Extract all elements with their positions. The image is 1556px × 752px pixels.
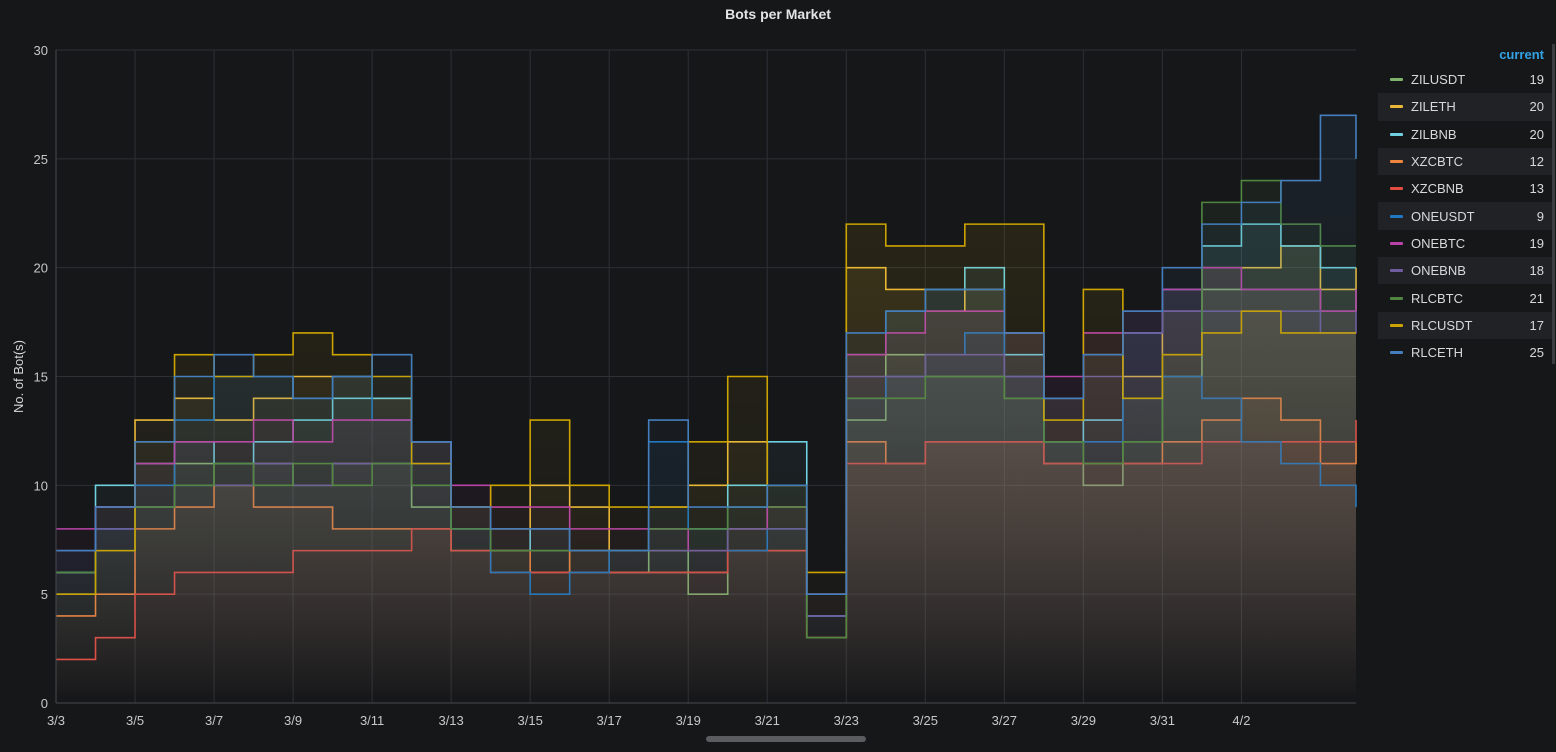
x-tick-label: 3/5 bbox=[126, 713, 144, 728]
x-tick-label: 3/9 bbox=[284, 713, 302, 728]
x-tick-label: 3/31 bbox=[1150, 713, 1175, 728]
legend-current-value: 13 bbox=[1529, 181, 1544, 197]
x-tick-label: 3/25 bbox=[913, 713, 938, 728]
legend-item-zilusdt[interactable]: ZILUSDT 19 bbox=[1378, 66, 1552, 93]
legend-swatch bbox=[1390, 214, 1403, 218]
legend-current-value: 18 bbox=[1529, 263, 1544, 279]
legend: current ZILUSDT 19 ZILETH 20 ZILBNB 20 XZCBTC 1… bbox=[1378, 44, 1552, 366]
x-tick-label: 3/21 bbox=[755, 713, 780, 728]
y-tick-label: 10 bbox=[34, 478, 48, 493]
legend-series-name: ZILETH bbox=[1411, 99, 1456, 115]
y-tick-label: 0 bbox=[41, 696, 48, 711]
legend-current-value: 20 bbox=[1529, 126, 1544, 142]
legend-current-value: 9 bbox=[1536, 208, 1544, 224]
legend-swatch bbox=[1390, 187, 1403, 191]
legend-current-value: 21 bbox=[1529, 290, 1544, 306]
legend-swatch bbox=[1390, 323, 1403, 327]
legend-series-name: ZILUSDT bbox=[1411, 72, 1466, 88]
legend-item-rlceth[interactable]: RLCETH 25 bbox=[1378, 339, 1552, 366]
legend-item-onebnb[interactable]: ONEBNB 18 bbox=[1378, 257, 1552, 285]
legend-series-name: ONEBTC bbox=[1411, 235, 1466, 251]
legend-swatch bbox=[1390, 296, 1403, 300]
legend-item-oneusdt[interactable]: ONEUSDT 9 bbox=[1378, 202, 1552, 230]
legend-item-rlcbtc[interactable]: RLCBTC 21 bbox=[1378, 284, 1552, 311]
legend-current-value: 12 bbox=[1529, 154, 1544, 170]
series-line-rlceth[interactable] bbox=[56, 114, 1357, 595]
x-tick-label: 3/7 bbox=[205, 713, 223, 728]
x-tick-label: 3/15 bbox=[518, 713, 543, 728]
legend-item-rlcusdt[interactable]: RLCUSDT 17 bbox=[1378, 311, 1552, 339]
legend-series-name: RLCBTC bbox=[1411, 290, 1464, 306]
legend-rows: ZILUSDT 19 ZILETH 20 ZILBNB 20 XZCBTC 12 XZCBNB 1… bbox=[1378, 66, 1552, 366]
legend-item-xzcbtc[interactable]: XZCBTC 12 bbox=[1378, 147, 1552, 176]
x-tick-label: 3/27 bbox=[992, 713, 1017, 728]
x-tick-label: 3/19 bbox=[676, 713, 701, 728]
x-tick-label: 3/17 bbox=[597, 713, 622, 728]
legend-swatch bbox=[1390, 132, 1403, 136]
legend-series-name: XZCBNB bbox=[1411, 181, 1464, 197]
legend-swatch bbox=[1390, 78, 1403, 82]
y-tick-label: 25 bbox=[34, 152, 48, 167]
x-tick-label: 3/3 bbox=[47, 713, 65, 728]
x-tick-label: 3/13 bbox=[438, 713, 463, 728]
y-tick-label: 5 bbox=[41, 587, 48, 602]
legend-series-name: ONEUSDT bbox=[1411, 208, 1475, 224]
chart-plot: 0 5 10 15 20 25 30 3/3 3/5 3/7 3/9 3/11 3/13 3/15 3/17… bbox=[11, 43, 1357, 728]
legend-item-zileth[interactable]: ZILETH 20 bbox=[1378, 93, 1552, 121]
legend-item-zilbnb[interactable]: ZILBNB 20 bbox=[1378, 121, 1552, 148]
x-tick-label: 3/23 bbox=[834, 713, 859, 728]
legend-swatch bbox=[1390, 160, 1403, 164]
y-tick-label: 15 bbox=[34, 370, 48, 385]
x-tick-label: 4/2 bbox=[1232, 713, 1250, 728]
legend-header-current[interactable]: current bbox=[1499, 47, 1544, 62]
legend-scrollbar[interactable] bbox=[1552, 44, 1555, 364]
legend-swatch bbox=[1390, 269, 1403, 273]
y-axis-label: No. of Bot(s) bbox=[11, 340, 26, 413]
x-tick-label: 3/11 bbox=[360, 713, 384, 728]
legend-series-name: XZCBTC bbox=[1411, 154, 1463, 170]
legend-current-value: 25 bbox=[1529, 345, 1544, 361]
legend-item-xzcbnb[interactable]: XZCBNB 13 bbox=[1378, 175, 1552, 202]
series-layer bbox=[56, 114, 1357, 704]
legend-swatch bbox=[1390, 241, 1403, 245]
chart-title: Bots per Market bbox=[725, 6, 831, 22]
legend-series-name: RLCETH bbox=[1411, 345, 1464, 361]
legend-current-value: 17 bbox=[1529, 317, 1544, 333]
legend-series-name: ZILBNB bbox=[1411, 126, 1457, 142]
legend-item-onebtc[interactable]: ONEBTC 19 bbox=[1378, 230, 1552, 257]
legend-series-name: RLCUSDT bbox=[1411, 317, 1473, 333]
legend-current-value: 19 bbox=[1529, 72, 1544, 88]
legend-current-value: 20 bbox=[1529, 99, 1544, 115]
y-tick-label: 20 bbox=[34, 261, 48, 276]
legend-current-value: 19 bbox=[1529, 235, 1544, 251]
axis-layer: 0 5 10 15 20 25 30 3/3 3/5 3/7 3/9 3/11 3/13 3/15 3/17… bbox=[11, 43, 1356, 728]
y-tick-label: 30 bbox=[34, 43, 48, 58]
x-tick-label: 3/29 bbox=[1071, 713, 1096, 728]
series-area-rlceth bbox=[56, 115, 1356, 704]
horizontal-scrollbar[interactable] bbox=[706, 736, 866, 742]
legend-swatch bbox=[1390, 105, 1403, 109]
legend-swatch bbox=[1390, 351, 1403, 355]
legend-series-name: ONEBNB bbox=[1411, 263, 1466, 279]
